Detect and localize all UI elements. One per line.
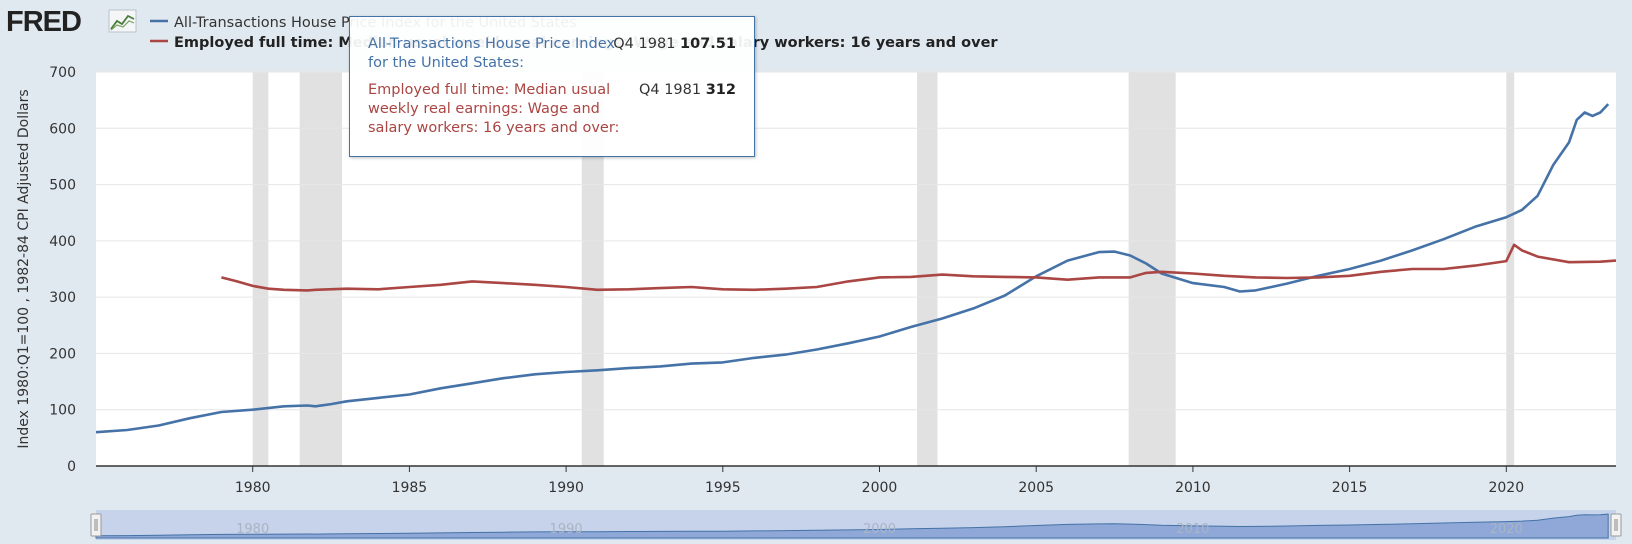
navigator-area (95, 513, 1609, 539)
tooltip-series-1-value: Q4 1981 107.51 (613, 35, 736, 54)
navigator-tick-label-2020: 2020 (1490, 522, 1523, 537)
navigator-right-handle[interactable] (1610, 513, 1622, 537)
navigator-tick-label-2000: 2000 (863, 522, 896, 537)
x-tick-label-1990: 1990 (548, 480, 584, 496)
y-tick-label-600: 600 (49, 121, 76, 137)
x-tick-label-1985: 1985 (392, 480, 428, 496)
navigator-left-handle[interactable] (90, 513, 102, 537)
navigator[interactable]: 1980 1990 2000 2010 2020 (90, 510, 1622, 540)
recession-band-2 (581, 72, 604, 466)
navigator-x-ticks: 1980 1990 2000 2010 2020 (236, 522, 1523, 537)
tooltip-series-2-number: 312 (705, 82, 736, 98)
y-tick-label-0: 0 (67, 459, 76, 475)
tooltip-series-2-name: Employed full time: Median usual weekly … (368, 82, 620, 136)
x-tick-label-2010: 2010 (1175, 480, 1211, 496)
x-tick-label-2005: 2005 (1018, 480, 1054, 496)
x-tick-label-2000: 2000 (862, 480, 898, 496)
recession-band-1 (299, 72, 343, 466)
fred-logo-text: FRED (6, 6, 81, 38)
y-tick-label-400: 400 (49, 234, 76, 250)
tooltip-series-1-name: All-Transactions House Price Index for t… (368, 36, 615, 71)
tooltip-series-1-number: 107.51 (680, 36, 736, 52)
x-tick-label-2015: 2015 (1332, 480, 1368, 496)
y-tick-label-700: 700 (49, 65, 76, 81)
tooltip: All-Transactions House Price Index for t… (349, 16, 755, 157)
navigator-tick-label-2010: 2010 (1176, 522, 1209, 537)
y-axis-label: Index 1980:Q1=100 , 1982-84 CPI Adjusted… (16, 89, 32, 448)
y-tick-label-100: 100 (49, 403, 76, 419)
y-axis-ticks: 0 100 200 300 400 500 600 700 (49, 65, 76, 475)
fred-chart-icon (108, 9, 137, 33)
y-tick-label-500: 500 (49, 178, 76, 194)
x-tick-label-1995: 1995 (705, 480, 741, 496)
navigator-tick-label-1990: 1990 (550, 522, 583, 537)
series-line-2[interactable] (221, 243, 1617, 292)
x-tick-label-2020: 2020 (1488, 480, 1524, 496)
recession-band-5 (1506, 72, 1515, 466)
tooltip-series-2-value: Q4 1981 312 (639, 81, 736, 100)
recession-band-0 (252, 72, 269, 466)
recession-band-4 (1128, 72, 1176, 466)
x-axis-ticks: 1980 1985 1990 1995 2000 2005 2010 2015 2020 (235, 466, 1524, 496)
y-tick-label-300: 300 (49, 290, 76, 306)
recession-bands (252, 72, 1515, 466)
y-tick-label-200: 200 (49, 346, 76, 362)
series-line-1[interactable] (95, 103, 1610, 434)
tooltip-series-1-period: Q4 1981 (613, 36, 676, 52)
recession-band-3 (917, 72, 938, 466)
tooltip-series-2-period: Q4 1981 (638, 82, 702, 98)
x-tick-label-1980: 1980 (235, 480, 271, 496)
navigator-tick-label-1980: 1980 (236, 522, 269, 537)
fred-logo[interactable]: FRED (6, 6, 137, 38)
series-lines (95, 103, 1617, 434)
